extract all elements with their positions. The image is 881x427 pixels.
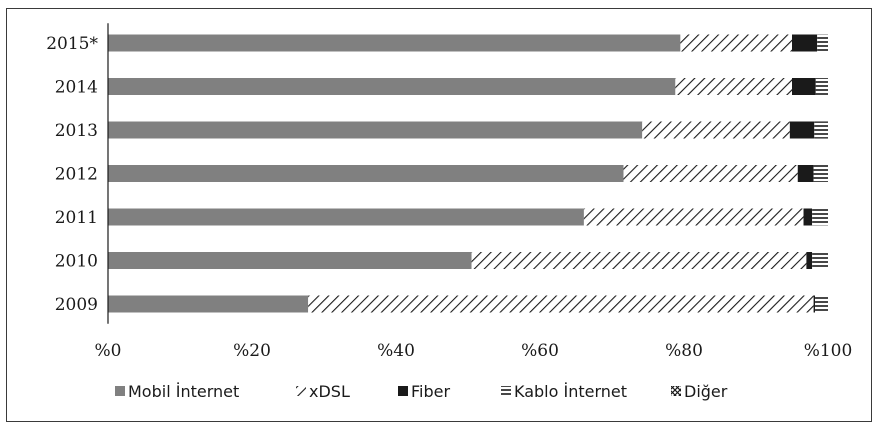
legend-label: Diğer: [684, 382, 728, 401]
category-label: 2011: [55, 208, 98, 228]
x-tick-label: %0: [95, 341, 122, 361]
bar-segment-2009-mobil-i-nternet: [108, 295, 309, 313]
bar-segment-2013-kablo-i-nternet: [814, 121, 828, 139]
legend-item-xdsl: xDSL: [296, 382, 350, 401]
bar-segment-2014-xdsl: [675, 78, 792, 95]
x-tick-labels: %0 %20 %40 %60 %80 %100: [95, 341, 853, 361]
bar-segment-2011-mobil-i-nternet: [108, 208, 584, 226]
bar-segment-2014-mobil-i-nternet: [108, 78, 676, 95]
category-labels: 2015* 2014 2013 2012 2011 2010 2009: [46, 34, 98, 315]
x-tick-label: %100: [804, 341, 853, 361]
bar-segment-2013-xdsl: [642, 121, 790, 139]
x-tick-label: %20: [233, 341, 271, 361]
legend-label: Kablo İnternet: [514, 382, 627, 401]
bar-segment-2013-fiber: [789, 121, 815, 139]
legend-label: Fiber: [411, 382, 450, 401]
bar-segment-2012-kablo-i-nternet: [813, 165, 828, 182]
bar-segment-2009-fiber: [813, 295, 816, 313]
bar-segment-2012-mobil-i-nternet: [108, 165, 624, 182]
legend-swatch: [296, 386, 306, 396]
legend-swatch: [115, 386, 125, 396]
bar-segment-2015-mobil-i-nternet: [108, 34, 681, 52]
legend-label: xDSL: [309, 382, 350, 401]
bar-segment-2015-fiber: [792, 34, 818, 52]
bar-segment-2012-fiber: [797, 165, 814, 182]
legend: Mobil İnternet xDSL Fiber Kablo İnternet Diğ…: [115, 382, 728, 401]
category-label: 2010: [55, 252, 98, 272]
category-label: 2012: [55, 165, 98, 185]
bar-segment-2012-xdsl: [623, 165, 798, 182]
bar-segment-2010-kablo-i-nternet: [812, 252, 828, 269]
category-label: 2015*: [46, 34, 98, 54]
category-label: 2014: [55, 78, 98, 98]
bar-segment-2011-kablo-i-nternet: [812, 208, 828, 226]
bar-segment-2009-xdsl: [308, 295, 814, 313]
bar-segment-2015-xdsl: [680, 34, 792, 52]
bar-segment-2015-kablo-i-nternet: [817, 34, 828, 52]
bar-segment-2014-fiber: [792, 78, 816, 95]
bar-segment-2014-kablo-i-nternet: [815, 78, 828, 95]
category-label: 2009: [55, 295, 98, 315]
bar-segment-2013-mobil-i-nternet: [108, 121, 643, 139]
bar-segment-2011-fiber: [803, 208, 813, 226]
x-tick-label: %60: [521, 341, 559, 361]
category-label: 2013: [55, 121, 98, 141]
x-tick-label: %40: [377, 341, 415, 361]
legend-swatch: [671, 386, 681, 396]
legend-label: Mobil İnternet: [128, 382, 239, 401]
bar-segment-2011-xdsl: [583, 208, 804, 226]
bar-segment-2009-kablo-i-nternet: [815, 295, 828, 313]
legend-swatch: [501, 386, 511, 396]
bar-segment-2010-fiber: [806, 252, 813, 269]
legend-item-di-er: Diğer: [671, 382, 728, 401]
legend-item-kablo-i-nternet: Kablo İnternet: [501, 382, 627, 401]
bar-segment-2010-xdsl: [471, 252, 807, 269]
x-tick-label: %80: [665, 341, 703, 361]
legend-item-fiber: Fiber: [398, 382, 450, 401]
legend-swatch: [398, 386, 408, 396]
bar-segment-2010-mobil-i-nternet: [108, 252, 472, 269]
bars-group: [108, 34, 828, 313]
legend-item-mobil-i-nternet: Mobil İnternet: [115, 382, 239, 401]
